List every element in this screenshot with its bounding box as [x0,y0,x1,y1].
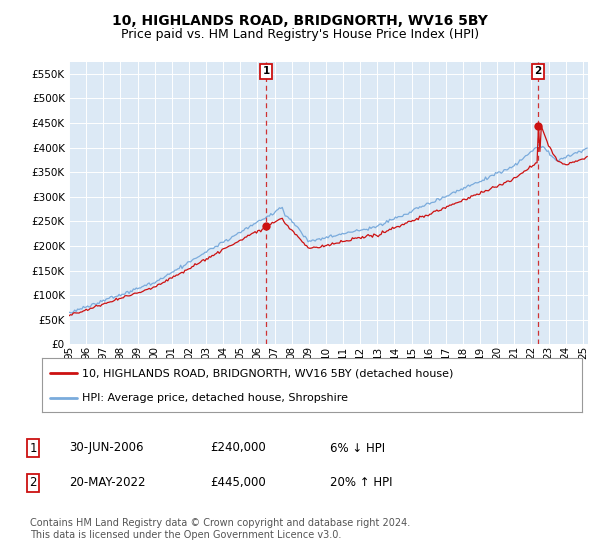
Text: 10, HIGHLANDS ROAD, BRIDGNORTH, WV16 5BY (detached house): 10, HIGHLANDS ROAD, BRIDGNORTH, WV16 5BY… [83,368,454,379]
Text: £445,000: £445,000 [210,476,266,489]
Text: Contains HM Land Registry data © Crown copyright and database right 2024.
This d: Contains HM Land Registry data © Crown c… [30,519,410,540]
Text: 10, HIGHLANDS ROAD, BRIDGNORTH, WV16 5BY: 10, HIGHLANDS ROAD, BRIDGNORTH, WV16 5BY [112,14,488,28]
Text: 2: 2 [29,476,37,489]
Text: HPI: Average price, detached house, Shropshire: HPI: Average price, detached house, Shro… [83,393,349,403]
Text: 20-MAY-2022: 20-MAY-2022 [69,476,146,489]
Text: £240,000: £240,000 [210,441,266,455]
Text: 30-JUN-2006: 30-JUN-2006 [69,441,143,455]
Text: 20% ↑ HPI: 20% ↑ HPI [330,476,392,489]
Text: Price paid vs. HM Land Registry's House Price Index (HPI): Price paid vs. HM Land Registry's House … [121,28,479,41]
Text: 6% ↓ HPI: 6% ↓ HPI [330,441,385,455]
Text: 2: 2 [535,67,542,76]
Text: 1: 1 [262,67,269,76]
Text: 1: 1 [29,441,37,455]
